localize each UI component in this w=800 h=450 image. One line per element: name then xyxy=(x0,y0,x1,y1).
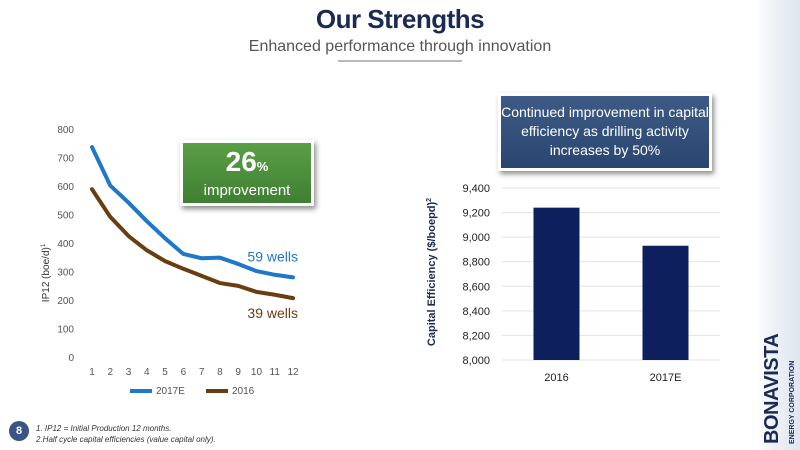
brand-tagline: ENERGY CORPORATION xyxy=(789,360,796,444)
bar-chart-xtick: 2017E xyxy=(650,372,682,384)
brand-logo: BONAVISTA ENERGY CORPORATION xyxy=(761,334,798,444)
line-chart-xtick: 9 xyxy=(235,367,241,378)
line-chart-ytick: 100 xyxy=(57,325,74,336)
improvement-value-line: 26% xyxy=(183,147,311,182)
bar-chart-xtick: 2016 xyxy=(544,372,568,384)
line-chart-xtick: 10 xyxy=(251,367,263,378)
footnote-1: 1. IP12 = Initial Production 12 months. xyxy=(36,424,172,433)
bar-2016 xyxy=(533,207,580,360)
line-chart-xtick: 4 xyxy=(144,367,150,378)
bar-chart-ytick: 9,400 xyxy=(462,183,490,195)
improvement-label: improvement xyxy=(203,182,291,199)
subtitle-divider xyxy=(338,60,462,62)
legend-label: 2016 xyxy=(232,386,255,397)
brand-name: BONAVISTA xyxy=(761,333,783,444)
line-chart-xtick: 1 xyxy=(89,367,95,378)
bar-2017E xyxy=(642,245,689,360)
line-chart-xtick: 3 xyxy=(126,367,132,378)
line-series-end-label: 39 wells xyxy=(247,305,298,321)
line-chart-ytick: 700 xyxy=(57,154,74,165)
line-series-2016 xyxy=(90,187,295,301)
line-chart-ytick: 800 xyxy=(57,125,74,136)
bar-chart-ytick: 8,400 xyxy=(462,306,490,318)
bar-chart-ytick: 9,200 xyxy=(462,208,490,220)
line-chart-ytick: 300 xyxy=(57,268,74,279)
line-chart-xtick: 7 xyxy=(199,367,205,378)
capital-efficiency-bar-chart: 8,000 8,200 8,400 8,600 8,800 9,000 9,200 9,400… xyxy=(426,183,720,384)
line-chart-ylabel-sup: 1 xyxy=(41,243,47,247)
page-subtitle: Enhanced performance through innovation xyxy=(248,38,552,55)
line-series-end-label: 59 wells xyxy=(247,248,298,264)
line-chart-ytick: 200 xyxy=(57,296,74,307)
line-chart-xtick: 8 xyxy=(217,367,223,378)
legend-label: 2017E xyxy=(156,386,185,397)
line-chart-xtick: 12 xyxy=(287,367,299,378)
page-title: Our Strengths xyxy=(315,4,485,34)
bar-chart-ylabel-sup: 2 xyxy=(426,198,433,202)
page-number-badge: 8 xyxy=(9,421,29,441)
line-chart-ytick: 0 xyxy=(68,353,74,364)
improvement-unit: % xyxy=(256,159,269,174)
line-chart-xtick: 2 xyxy=(107,367,113,378)
bar-chart-ytick: 9,000 xyxy=(462,232,490,244)
line-chart-ytick: 400 xyxy=(57,239,74,250)
line-series-2017E xyxy=(90,145,295,280)
bar-chart-ylabel-text: Capital Efficiency ($/boepd) xyxy=(426,201,438,346)
line-chart-ylabel-text: IP12 (boe/d) xyxy=(41,247,52,302)
bar-chart-ytick: 8,000 xyxy=(462,355,490,367)
bar-chart-ytick: 8,200 xyxy=(462,330,490,342)
bar-chart-ylabel: Capital Efficiency ($/boepd)2 xyxy=(426,198,438,346)
line-chart-ytick: 500 xyxy=(57,211,74,222)
right-decor-band xyxy=(756,0,800,450)
line-chart-ytick: 600 xyxy=(57,182,74,193)
improvement-callout: 26% improvement xyxy=(180,140,314,206)
line-chart-xtick: 5 xyxy=(162,367,168,378)
line-chart-ylabel: IP12 (boe/d)1 xyxy=(41,243,52,302)
capital-efficiency-callout: Continued improvement in capital efficie… xyxy=(498,93,712,171)
bar-chart-ytick: 8,800 xyxy=(462,257,490,269)
line-chart-xtick: 6 xyxy=(181,367,187,378)
bar-chart-ytick: 8,600 xyxy=(462,281,490,293)
footnote-2: 2.Half cycle capital efficiencies (value… xyxy=(36,435,216,444)
improvement-value: 26 xyxy=(225,146,257,177)
line-chart-xtick: 11 xyxy=(270,367,281,378)
